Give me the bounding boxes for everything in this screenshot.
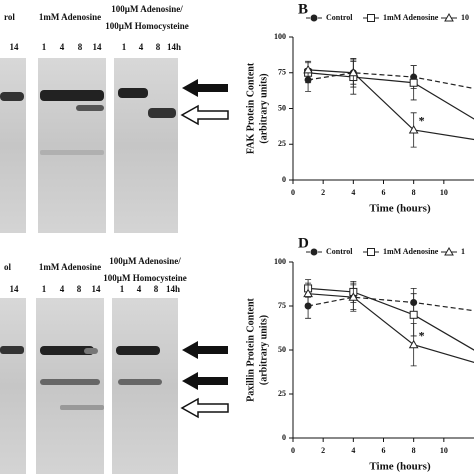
y-tick-label: 50 (278, 345, 286, 354)
blot-group-title: 100µM Homocysteine (103, 273, 186, 283)
blot-images-bottom (0, 298, 178, 474)
lane-label: 4 (139, 42, 144, 52)
lane-label: 4 (60, 284, 65, 294)
arrows (180, 79, 229, 419)
y-tick-label: 25 (278, 389, 286, 398)
blot-group-title: 100µM Adenosine/ (109, 256, 181, 266)
legend-label: Control (326, 13, 353, 22)
lane-label: 4 (137, 284, 142, 294)
y-axis-title: Paxillin Protein Content (245, 297, 256, 401)
x-tick-label: 0 (291, 446, 295, 455)
x-tick-label: 2 (321, 188, 325, 197)
blot-group-title: 1mM Adenosine (39, 262, 101, 272)
legend-label: 1 (461, 247, 465, 256)
y-tick-label: 100 (274, 32, 286, 41)
x-tick-label: 8 (412, 188, 416, 197)
plot-area (303, 58, 474, 148)
significance-mark: * (419, 114, 425, 128)
legend-marker (310, 14, 318, 22)
legend-label: 10 (461, 13, 469, 22)
data-point (408, 124, 419, 134)
x-tick-label: 10 (440, 188, 448, 197)
blot-group-title: 100µM Adenosine/ (111, 4, 183, 14)
data-point (409, 78, 418, 87)
legend-marker (310, 248, 318, 256)
lane-label: 14h (166, 284, 180, 294)
lane-label: 1 (122, 42, 127, 52)
legend-label: 1mM Adenosine (383, 13, 439, 22)
lane-label: 8 (154, 284, 159, 294)
lane-label: 14 (92, 284, 102, 294)
legend-marker (444, 246, 454, 256)
lane-label: 14 (10, 42, 20, 52)
lane-label: 8 (156, 42, 161, 52)
y-tick-label: 25 (278, 139, 286, 148)
plot-area (303, 279, 474, 367)
panel-label: D (298, 235, 309, 251)
blot-group-title: rol (4, 12, 15, 22)
data-point (348, 67, 359, 77)
y-tick-label: 50 (278, 103, 286, 112)
legend-label: 1mM Adenosine (383, 247, 439, 256)
blot-group-title: ol (4, 262, 12, 272)
legend-marker (444, 12, 454, 22)
lane-label: 14 (10, 284, 20, 294)
legend-marker (367, 14, 375, 22)
x-tick-label: 6 (382, 446, 386, 455)
series-line (308, 69, 474, 141)
x-tick-label: 6 (382, 188, 386, 197)
lane-label: 8 (78, 42, 83, 52)
x-axis-title: Time (hours) (369, 203, 431, 215)
data-point (303, 64, 313, 74)
lane-label: 14h (167, 42, 181, 52)
series-line (307, 296, 474, 312)
y-tick-label: 75 (278, 68, 286, 77)
data-point (348, 292, 359, 301)
y-tick-label: 0 (282, 433, 286, 442)
lane-label: 1 (42, 42, 47, 52)
significance-mark: * (419, 328, 425, 342)
lane-label: 14 (93, 42, 103, 52)
series-line (307, 72, 474, 90)
y-axis-title: (arbitrary units) (258, 315, 269, 385)
panel-label: B (298, 1, 308, 17)
y-axis-title: (arbitrary units) (258, 73, 269, 143)
y-tick-label: 0 (282, 175, 286, 184)
series-line (308, 72, 474, 120)
data-point (303, 288, 313, 298)
lane-label: 1 (42, 284, 47, 294)
data-point (409, 310, 418, 319)
blot-images-top (0, 58, 178, 233)
legend-marker (367, 248, 375, 256)
lane-label: 8 (77, 284, 82, 294)
series-line (308, 293, 474, 363)
x-tick-label: 2 (321, 446, 325, 455)
legend-label: Control (326, 247, 353, 256)
lane-label: 1 (120, 284, 125, 294)
blot-group-title: 1mM Adenosine (39, 12, 101, 22)
y-tick-label: 100 (274, 257, 286, 266)
y-tick-label: 75 (278, 301, 286, 310)
series-line (308, 287, 474, 351)
y-axis-title: FAK Protein Content (245, 62, 256, 154)
x-tick-label: 10 (440, 446, 448, 455)
x-tick-label: 8 (412, 446, 416, 455)
x-axis-title: Time (hours) (369, 461, 431, 473)
blot-group-title: 100µM Homocysteine (105, 21, 188, 31)
x-tick-label: 4 (351, 446, 355, 455)
lane-label: 4 (60, 42, 65, 52)
x-tick-label: 4 (351, 188, 355, 197)
x-tick-label: 0 (291, 188, 295, 197)
data-point (408, 339, 419, 349)
